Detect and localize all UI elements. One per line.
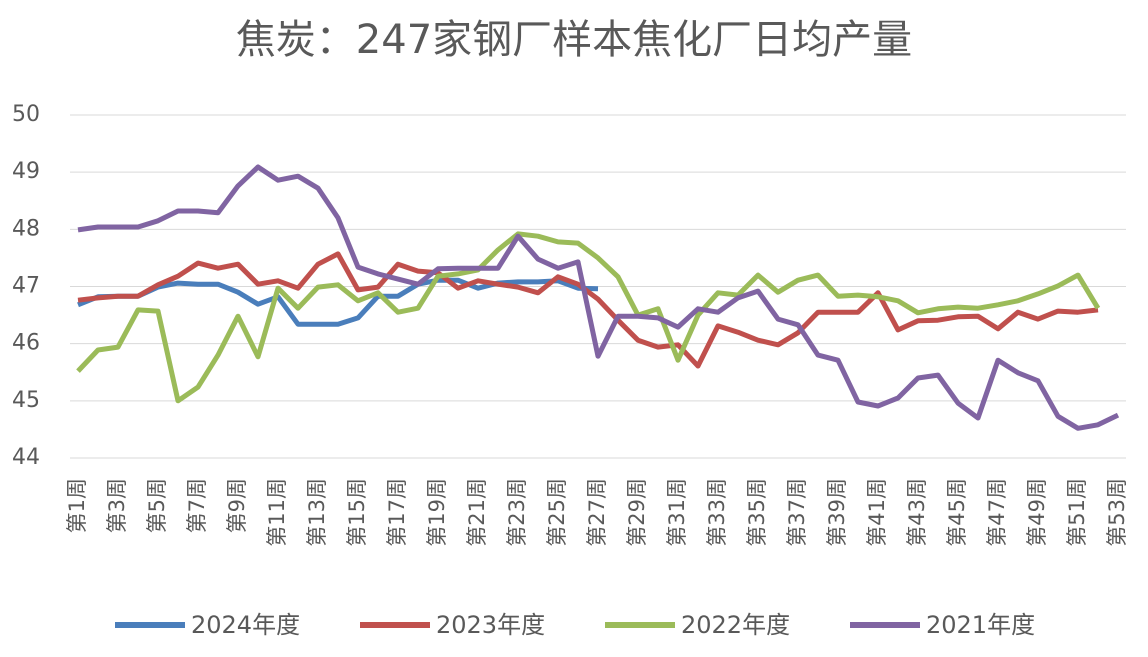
series-line <box>76 231 1101 404</box>
x-tick-label: 第7周 <box>185 478 209 533</box>
x-tick-label: 第17周 <box>385 478 409 547</box>
x-tick-label: 第27周 <box>585 478 609 547</box>
legend-label: 2021年度 <box>926 611 1035 639</box>
x-tick-label: 第41周 <box>865 478 889 547</box>
x-tick-label: 第47周 <box>985 478 1009 547</box>
x-tick-label: 第13周 <box>305 478 329 547</box>
y-tick-label: 44 <box>12 445 40 470</box>
x-tick-label: 第1周 <box>65 478 89 533</box>
x-tick-label: 第31周 <box>665 478 689 547</box>
x-tick-label: 第19周 <box>425 478 449 547</box>
y-tick-label: 47 <box>12 274 40 299</box>
y-tick-label: 48 <box>12 216 40 241</box>
x-tick-label: 第25周 <box>545 478 569 547</box>
x-tick-label: 第21周 <box>465 478 489 547</box>
y-tick-label: 45 <box>12 388 40 413</box>
x-tick-label: 第35周 <box>745 478 769 547</box>
x-tick-label: 第45周 <box>945 478 969 547</box>
legend-label: 2024年度 <box>191 611 300 639</box>
x-tick-label: 第5周 <box>145 478 169 533</box>
x-tick-label: 第37周 <box>785 478 809 547</box>
x-tick-label: 第53周 <box>1105 478 1129 547</box>
x-tick-label: 第51周 <box>1065 478 1089 547</box>
x-tick-label: 第15周 <box>345 478 369 547</box>
x-tick-label: 第49周 <box>1025 478 1049 547</box>
legend-item: 2023年度 <box>360 611 545 639</box>
series-line <box>77 164 1120 431</box>
x-tick-label: 第11周 <box>265 478 289 547</box>
series-line <box>77 251 1099 369</box>
y-tick-label: 49 <box>12 159 40 184</box>
series-line <box>77 277 599 327</box>
x-tick-label: 第3周 <box>105 478 129 533</box>
x-tick-label: 第23周 <box>505 478 529 547</box>
legend-item: 2021年度 <box>850 611 1035 639</box>
x-tick-label: 第43周 <box>905 478 929 547</box>
chart-title: 焦炭：247家钢厂样本焦化厂日均产量 <box>236 17 912 63</box>
x-tick-label: 第33周 <box>705 478 729 547</box>
legend-item: 2024年度 <box>115 611 300 639</box>
legend-label: 2022年度 <box>681 611 790 639</box>
legend-label: 2023年度 <box>436 611 545 639</box>
x-tick-label: 第9周 <box>225 478 249 533</box>
y-tick-label: 50 <box>12 102 40 127</box>
x-tick-label: 第39周 <box>825 478 849 547</box>
legend-item: 2022年度 <box>605 611 790 639</box>
y-tick-label: 46 <box>12 331 40 356</box>
x-tick-label: 第29周 <box>625 478 649 547</box>
